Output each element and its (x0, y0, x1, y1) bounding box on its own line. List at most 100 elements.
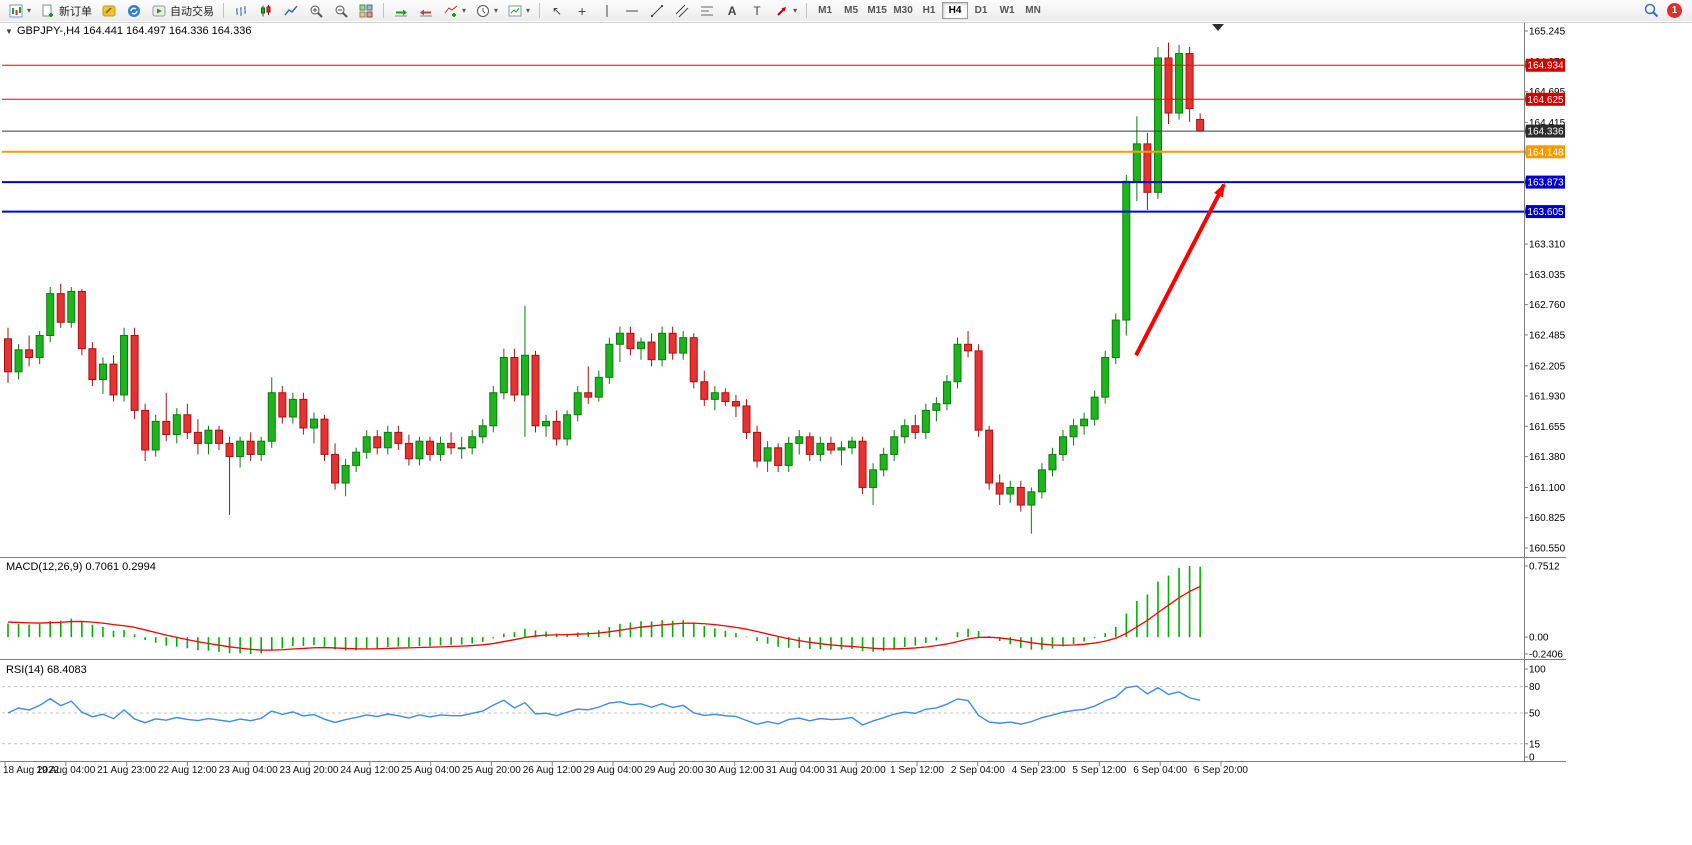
svg-text:100: 100 (1529, 665, 1546, 676)
timeframe-button-M15[interactable]: M15 (864, 2, 890, 19)
candlestick-chart-icon (258, 3, 274, 18)
trend-arrow[interactable] (1134, 182, 1226, 357)
zoom-in-button[interactable] (304, 1, 328, 20)
time-tick-label: 24 Aug 12:00 (340, 765, 399, 776)
new-order-label: 新订单 (59, 5, 93, 18)
support-line-1-badge: 163.873 (1525, 175, 1565, 189)
profile-button[interactable] (122, 1, 146, 20)
timeframe-group: M1 M5 M15 M30 H1 H4 D1 W1 MN (812, 2, 1046, 19)
notification-badge[interactable]: 1 (1667, 3, 1682, 18)
metaeditor-button[interactable] (97, 1, 121, 20)
chart-shift-button[interactable] (414, 1, 438, 20)
timeframe-button-H1[interactable]: H1 (916, 2, 942, 19)
price-axis[interactable]: 165.245164.970164.695164.415164.140163.8… (1524, 27, 1566, 555)
timeframe-button-M1[interactable]: M1 (812, 2, 838, 19)
text-tool-button[interactable]: A (720, 1, 744, 20)
svg-text:164.934: 164.934 (1527, 61, 1564, 72)
svg-text:164.336: 164.336 (1527, 127, 1564, 138)
macd-signal-line (7, 585, 1201, 651)
time-tick-label: 25 Aug 04:00 (401, 765, 460, 776)
cursor-icon: ↖ (552, 3, 563, 18)
new-order-button[interactable]: 新订单 (36, 1, 96, 20)
periods-button[interactable]: ▾ (471, 1, 502, 20)
fibonacci-tool-button[interactable] (695, 1, 719, 20)
chevron-down-icon: ▾ (526, 6, 531, 15)
svg-text:0.00: 0.00 (1529, 633, 1549, 644)
timeframe-button-H4[interactable]: H4 (942, 2, 969, 19)
line-chart-button[interactable] (279, 1, 303, 20)
price-tick-label: 161.930 (1529, 392, 1566, 403)
chart-canvas[interactable]: 165.245164.970164.695164.415164.140163.8… (0, 21, 1692, 845)
arrows-tool-button[interactable]: ▾ (770, 1, 801, 20)
price-tick-label: 164.695 (1529, 87, 1566, 98)
macd-axis: 0.7512 0.00 -0.2406 (1524, 562, 1563, 661)
templates-button[interactable]: ▾ (503, 1, 534, 20)
timeframe-button-M5[interactable]: M5 (838, 2, 864, 19)
zoom-out-button[interactable] (329, 1, 353, 20)
one-click-trading-toggle-icon[interactable]: ▼ (5, 27, 13, 36)
label-icon: T (753, 3, 761, 18)
new-chart-button[interactable]: ▾ (4, 1, 35, 20)
clock-icon (475, 3, 491, 18)
rsi-axis: 100 80 50 15 0 (1524, 665, 1546, 764)
autotrading-icon (151, 3, 167, 18)
time-tick-label: 25 Aug 20:00 (462, 765, 521, 776)
candlestick-chart-button[interactable] (254, 1, 278, 20)
svg-text:164.625: 164.625 (1527, 95, 1564, 106)
time-tick-label: 26 Aug 12:00 (523, 765, 582, 776)
new-chart-icon (8, 3, 24, 18)
timeframe-button-W1[interactable]: W1 (994, 2, 1020, 19)
time-tick-label: 1 Sep 12:00 (890, 765, 944, 776)
toolbar-right: 1 (1643, 3, 1688, 18)
text-icon: A (727, 3, 737, 18)
trendline-tool-button[interactable] (645, 1, 669, 20)
rsi-indicator-label: RSI(14) 68.4083 (6, 664, 87, 676)
rsi-line (7, 685, 1201, 726)
scroll-to-end-marker[interactable] (1212, 24, 1224, 31)
line-chart-icon (283, 3, 299, 18)
horizontal-line-icon (624, 3, 640, 18)
chevron-down-icon: ▾ (462, 6, 467, 15)
time-tick-label: 29 Aug 20:00 (644, 765, 703, 776)
auto-scroll-button[interactable] (389, 1, 413, 20)
timeframe-button-M30[interactable]: M30 (890, 2, 916, 19)
price-tick-label: 163.035 (1529, 270, 1566, 281)
horizontal-line-tool-button[interactable] (620, 1, 644, 20)
price-tick-label: 163.310 (1529, 240, 1566, 251)
time-tick-label: 6 Sep 20:00 (1194, 765, 1248, 776)
channel-tool-button[interactable] (670, 1, 694, 20)
time-tick-label: 19 Aug 04:00 (36, 765, 95, 776)
trendline-icon (649, 3, 665, 18)
svg-text:164.148: 164.148 (1527, 147, 1564, 158)
candlestick-series (4, 42, 1205, 534)
chevron-down-icon: ▾ (27, 6, 32, 15)
timeframe-button-MN[interactable]: MN (1020, 2, 1046, 19)
time-tick-label: 22 Aug 12:00 (158, 765, 217, 776)
toolbar-separator (539, 3, 541, 18)
svg-text:163.873: 163.873 (1527, 178, 1564, 189)
tile-windows-button[interactable] (354, 1, 378, 20)
time-tick-label: 23 Aug 04:00 (219, 765, 278, 776)
time-tick-label: 5 Sep 12:00 (1072, 765, 1126, 776)
timeframe-button-D1[interactable]: D1 (968, 2, 994, 19)
time-tick-label: 31 Aug 04:00 (766, 765, 825, 776)
svg-text:15: 15 (1529, 739, 1541, 750)
cursor-tool-button[interactable]: ↖ (545, 1, 569, 20)
crosshair-tool-button[interactable]: + (570, 1, 594, 20)
svg-text:163.605: 163.605 (1527, 207, 1564, 218)
autotrading-button[interactable]: 自动交易 (147, 1, 218, 20)
indicators-button[interactable]: ▾ (439, 1, 470, 20)
text-label-tool-button[interactable]: T (745, 1, 769, 20)
search-icon[interactable] (1643, 3, 1659, 18)
time-tick-label: 23 Aug 20:00 (280, 765, 339, 776)
fibonacci-icon (699, 3, 715, 18)
price-tick-label: 162.205 (1529, 361, 1566, 372)
profile-icon (126, 3, 142, 18)
vertical-line-tool-button[interactable] (595, 1, 619, 20)
bar-chart-button[interactable] (229, 1, 253, 20)
time-tick-label: 18 Aug 2022 (3, 765, 60, 776)
price-tick-label: 161.100 (1529, 483, 1566, 494)
toolbar-separator (383, 3, 385, 18)
